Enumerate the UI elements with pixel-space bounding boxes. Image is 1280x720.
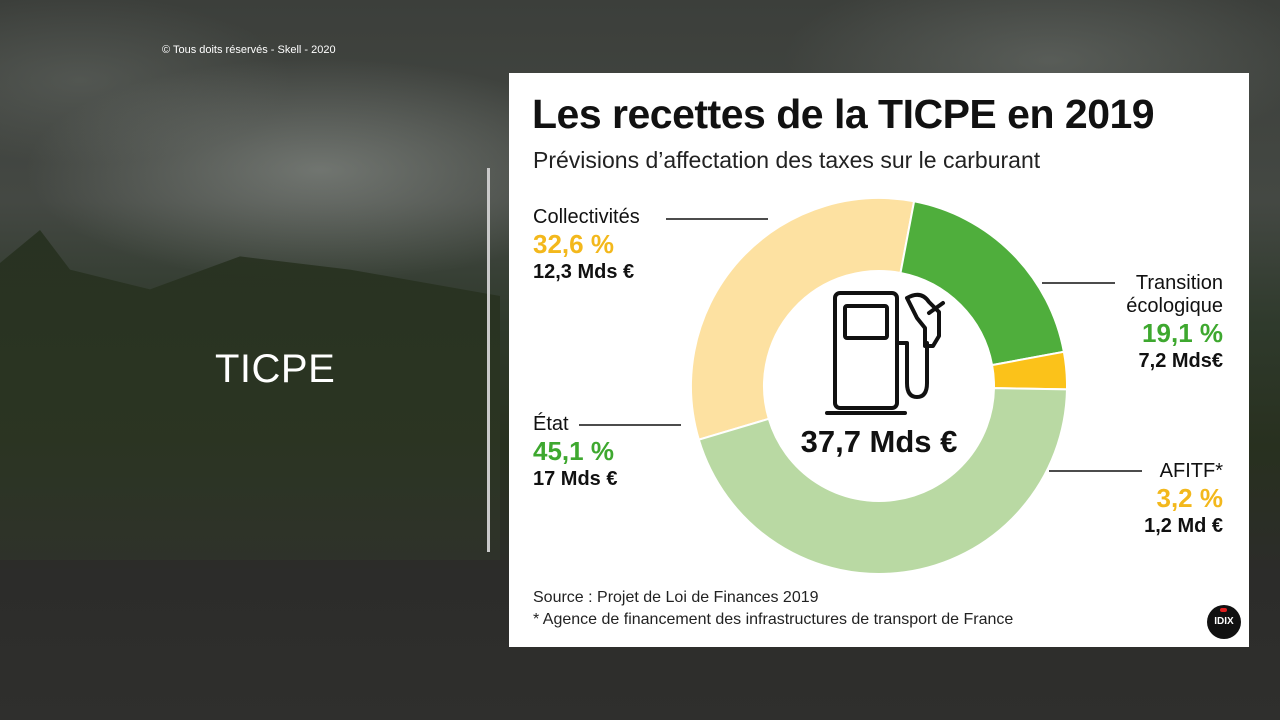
background-hill bbox=[0, 230, 500, 560]
slice-amount: 1,2 Md € bbox=[1144, 515, 1223, 537]
donut-slice-0 bbox=[690, 197, 916, 441]
infographic-card: Les recettes de la TICPE en 2019 Prévisi… bbox=[509, 73, 1249, 647]
slice-name-line-1: Transition bbox=[1135, 272, 1223, 294]
source-note: Source : Projet de Loi de Finances 2019 … bbox=[533, 587, 1013, 631]
slice-percent: 45,1 % bbox=[533, 436, 614, 466]
idix-logo: IDIX bbox=[1207, 605, 1241, 639]
center-total-label: 37,7 Mds € bbox=[801, 424, 958, 459]
vertical-divider bbox=[487, 168, 490, 552]
slide-title: TICPE bbox=[215, 347, 336, 391]
slice-amount: 12,3 Mds € bbox=[533, 261, 635, 283]
slice-amount: 17 Mds € bbox=[533, 468, 618, 490]
donut-slice-3 bbox=[697, 387, 1068, 575]
chart-subtitle: Prévisions d’affectation des taxes sur l… bbox=[533, 147, 1041, 173]
fuel-pump-icon bbox=[825, 291, 945, 415]
label-transition-ecologique: Transition écologique 19,1 % 7,2 Mds€ bbox=[1126, 272, 1223, 374]
logo-text: IDIX bbox=[1214, 616, 1234, 627]
donut-chart: 37,7 Mds € bbox=[579, 197, 1142, 575]
label-etat: État 45,1 % 17 Mds € bbox=[533, 413, 617, 492]
slice-name: AFITF* bbox=[1159, 460, 1223, 482]
slice-percent: 19,1 % bbox=[1142, 318, 1223, 348]
source-line-1: Source : Projet de Loi de Finances 2019 bbox=[533, 589, 819, 606]
slice-percent: 32,6 % bbox=[533, 229, 614, 259]
source-line-2: * Agence de financement des infrastructu… bbox=[533, 611, 1014, 628]
chart-title: Les recettes de la TICPE en 2019 bbox=[532, 91, 1155, 137]
slice-name: Collectivités bbox=[533, 206, 640, 228]
copyright-text: © Tous doits réservés - Skell - 2020 bbox=[162, 44, 336, 56]
slice-percent: 3,2 % bbox=[1156, 483, 1224, 513]
slice-name-line-2: écologique bbox=[1126, 295, 1223, 317]
label-collectivites: Collectivités 32,6 % 12,3 Mds € bbox=[533, 206, 640, 285]
label-afitf: AFITF* 3,2 % 1,2 Md € bbox=[1144, 460, 1223, 539]
slice-amount: 7,2 Mds€ bbox=[1138, 350, 1223, 372]
slice-name: État bbox=[533, 413, 569, 435]
